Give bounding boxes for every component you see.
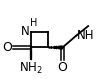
Text: O: O [58, 61, 68, 74]
Text: N: N [21, 25, 30, 38]
Text: H: H [30, 18, 38, 28]
Text: NH$_2$: NH$_2$ [19, 61, 43, 76]
Text: NH: NH [77, 29, 95, 42]
Text: O: O [2, 41, 12, 54]
